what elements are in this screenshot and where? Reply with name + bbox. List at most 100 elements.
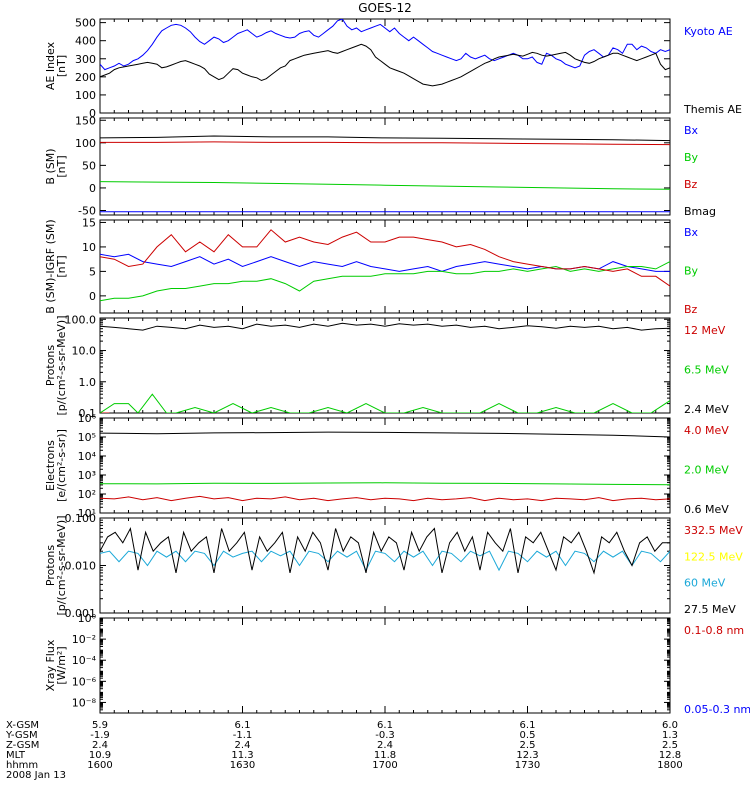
legend-by: By [684,265,699,278]
axis-row-label: Z-GSM [6,740,39,751]
axis-row-value: 12.3 [516,750,538,761]
axis-row-label: Y-GSM [5,730,38,741]
panel-3-ytick-label: 0 [89,290,96,303]
series-bz-line [100,141,670,146]
panel-1-ytick-label: 500 [75,17,96,30]
panel-7-ytick-label: 10⁻² [72,633,96,646]
panel-2-ylabel: B (SM) [44,148,57,184]
axis-row-value: 1800 [657,760,682,771]
panel-3-ytick-label: 5 [89,265,96,278]
legend-by: By [684,151,699,164]
series-bmag-line [100,135,670,142]
series-by-line [100,261,670,302]
panel-1-ylabel: [nT] [55,55,68,77]
legend-27-5-mev: 27.5 MeV [684,603,736,616]
legend-bx: Bx [684,124,699,137]
axis-row-value: 12.8 [659,750,681,761]
panel-2-ytick-label: 0 [89,182,96,195]
axis-row-value: 2.4 [377,740,393,751]
panel-7-ylabel: Xray Flux [44,639,57,691]
panel-4-frame [99,317,671,414]
legend-12-mev: 12 MeV [684,324,726,337]
panel-5-ytick-label: 10⁴ [78,450,97,463]
series-4-0-mev-line [100,495,670,502]
panel-3-ylabel: B (SM)-IGRF (SM) [44,219,57,313]
panel-2-ytick-label: -50 [78,204,96,217]
axis-row-value: 1700 [372,760,397,771]
axis-row-value: 0.5 [520,730,536,741]
axis-row-value: 1600 [87,760,112,771]
panel-6-ylabel: Protons [44,545,57,586]
legend-0-6-mev: 0.6 MeV [684,503,729,516]
axis-row-value: 2.5 [662,740,678,751]
panel-4-ytick-label: 10.0 [72,345,97,358]
panel-5-ytick-label: 10³ [78,469,96,482]
legend-bx: Bx [684,226,699,239]
panel-1-ytick-label: 0 [89,107,96,120]
panel-2-ylabel: [nT] [55,155,68,177]
panel-7-ytick-label: 10⁻⁸ [72,696,97,709]
panel-1-frame [99,18,671,114]
series-60-mev-line [100,550,670,572]
panel-3-ytick-label: 10 [82,241,96,254]
panel-2-ytick-label: 50 [82,159,96,172]
panel-3-ylabel: [nT] [55,255,68,277]
panel-1-ytick-label: 400 [75,35,96,48]
panel-2-frame [99,117,671,216]
panel-6-ytick-label: 0.010 [65,560,97,573]
legend-332-5-mev: 332.5 MeV [684,524,743,537]
axis-row-value: 5.9 [92,720,108,731]
legend-themis-ae: Themis AE [683,103,742,116]
panel-2-ytick-label: 150 [75,114,96,127]
legend-0-1-0-8-nm: 0.1-0.8 nm [684,624,744,637]
axis-row-value: 11.3 [231,750,253,761]
panel-4-ytick-label: 0.1 [79,407,97,420]
series-2-4-mev-line [100,322,670,331]
series-themis-ae-line [100,43,670,87]
panel-2-ytick-label: 100 [75,137,96,150]
panel-6-ylabel: [p/(cm²-s-sr-MeV)] [55,516,68,616]
legend-2-0-mev: 2.0 MeV [684,464,729,477]
axis-row-value: 6.1 [377,720,393,731]
series-2-0-mev-line [100,482,670,486]
series-bz-line [100,229,670,287]
panel-3-ytick-label: 15 [82,216,96,229]
axis-row-value: -1.1 [233,730,253,741]
panel-5-ytick-label: 10⁵ [78,431,96,444]
axis-row-label: X-GSM [6,720,39,731]
axis-row-value: 11.8 [374,750,396,761]
legend-kyoto-ae: Kyoto AE [684,25,733,38]
panel-6-ytick-label: 0.100 [65,512,97,525]
figure-title: GOES-12 [358,1,412,15]
panel-5-ylabel: [e/(cm²-s-sr)] [55,429,68,502]
panel-1-ylabel: AE Index [44,41,57,90]
panel-7-frame [99,617,671,714]
panel-4-ylabel: Protons [44,345,57,386]
legend-0-05-0-3-nm: 0.05-0.3 nm [684,703,750,716]
axis-row-value: 2.5 [520,740,536,751]
axis-row-value: 1.3 [662,730,678,741]
panel-6-frame [99,517,671,614]
axis-row-value: 6.1 [520,720,536,731]
legend-bz: Bz [684,178,698,191]
legend-4-0-mev: 4.0 MeV [684,424,729,437]
panel-1-ytick-label: 200 [75,71,96,84]
panel-7-ytick-label: 10⁻⁴ [72,654,97,667]
panel-5-ytick-label: 10¹ [78,507,96,520]
legend-2-4-mev: 2.4 MeV [684,403,729,416]
axis-row-value: -1.9 [90,730,110,741]
axis-date: 2008 Jan 13 [6,770,66,781]
panel-7-ylabel: [W/m²] [55,646,68,684]
axis-row-value: 1630 [230,760,255,771]
axis-row-value: 10.9 [89,750,111,761]
axis-row-value: -0.3 [375,730,395,741]
panel-4-ytick-label: 100.0 [65,313,97,326]
axis-row-label: MLT [6,750,26,761]
series-kyoto-ae-line [100,19,670,71]
legend-bz: Bz [684,303,698,316]
panel-1-ytick-label: 300 [75,53,96,66]
series-27-5-mev-line [100,526,670,575]
series-6-5-mev-line [100,393,670,413]
panel-5-ytick-label: 10⁶ [78,412,97,425]
